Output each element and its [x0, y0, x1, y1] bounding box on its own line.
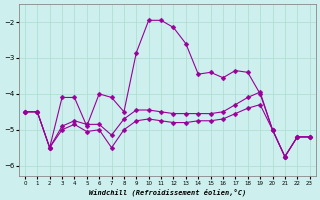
X-axis label: Windchill (Refroidissement éolien,°C): Windchill (Refroidissement éolien,°C) — [89, 188, 246, 196]
